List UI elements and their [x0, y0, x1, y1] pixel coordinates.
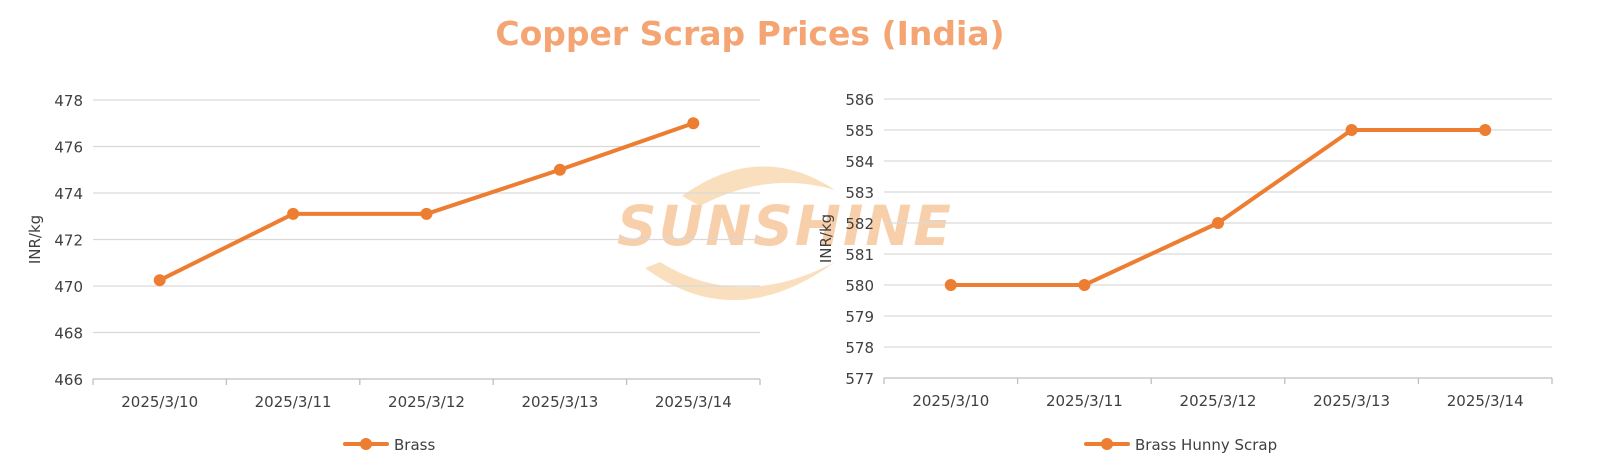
x-tick-label: 2025/3/14: [655, 393, 732, 411]
data-point: [1345, 124, 1358, 136]
data-point: [1212, 217, 1224, 229]
data-point: [287, 207, 300, 220]
legend-swatch-marker: [1101, 438, 1113, 450]
y-tick-label: 583: [845, 184, 874, 202]
x-tick-label: 2025/3/10: [912, 392, 989, 410]
data-point: [1078, 279, 1091, 291]
y-tick-label: 580: [845, 277, 874, 295]
y-axis-title: INR/kg: [26, 215, 44, 264]
y-tick-label: 584: [845, 153, 874, 171]
chart-brass-hunny-scrap: 577 578 579 580 581 582 583 584 585 586 2025/3/10 2…: [817, 91, 1553, 454]
watermark-swoosh-top: [682, 166, 835, 206]
y-tick-label: 478: [54, 92, 83, 110]
series-line: [948, 128, 1488, 287]
chart-brass: 466 468 470 472 474 476 478 2025/3/10 2025/3/11 2…: [26, 92, 761, 454]
x-tick-label: 2025/3/11: [255, 393, 332, 411]
x-tick-label: 2025/3/13: [1313, 392, 1390, 410]
y-axis-title: INR/kg: [817, 214, 835, 263]
x-tick-label: 2025/3/13: [521, 393, 598, 411]
y-tick-label: 579: [845, 308, 874, 326]
data-point: [687, 117, 700, 130]
sunshine-watermark: SUNSHINE: [617, 166, 953, 301]
data-point: [420, 207, 433, 220]
y-tick-label: 474: [54, 185, 83, 203]
y-tick-label: 586: [845, 91, 874, 109]
watermark-swoosh-bottom: [645, 262, 835, 301]
data-point: [1479, 124, 1492, 136]
x-tick-label: 2025/3/12: [1180, 392, 1257, 410]
y-tick-label: 577: [845, 370, 874, 388]
legend-label: Brass: [394, 436, 435, 454]
legend-swatch-marker: [360, 438, 372, 450]
data-point: [553, 163, 566, 176]
y-tick-label: 468: [54, 325, 83, 343]
y-tick-label: 472: [54, 232, 83, 250]
data-point: [153, 274, 166, 287]
page-title: Copper Scrap Prices (India): [495, 14, 1005, 53]
y-tick-label: 585: [845, 122, 874, 140]
watermark-text: SUNSHINE: [617, 194, 953, 258]
y-tick-label: 578: [845, 339, 874, 357]
y-tick-label: 581: [845, 246, 874, 264]
y-tick-label: 582: [845, 215, 874, 233]
x-tick-label: 2025/3/10: [121, 393, 198, 411]
legend-label: Brass Hunny Scrap: [1135, 436, 1277, 454]
y-tick-label: 466: [54, 371, 83, 389]
y-tick-label: 476: [54, 139, 83, 157]
x-tick-label: 2025/3/11: [1046, 392, 1123, 410]
x-tick-label: 2025/3/12: [388, 393, 465, 411]
y-tick-label: 470: [54, 278, 83, 296]
x-tick-label: 2025/3/14: [1447, 392, 1524, 410]
data-point: [944, 279, 957, 291]
